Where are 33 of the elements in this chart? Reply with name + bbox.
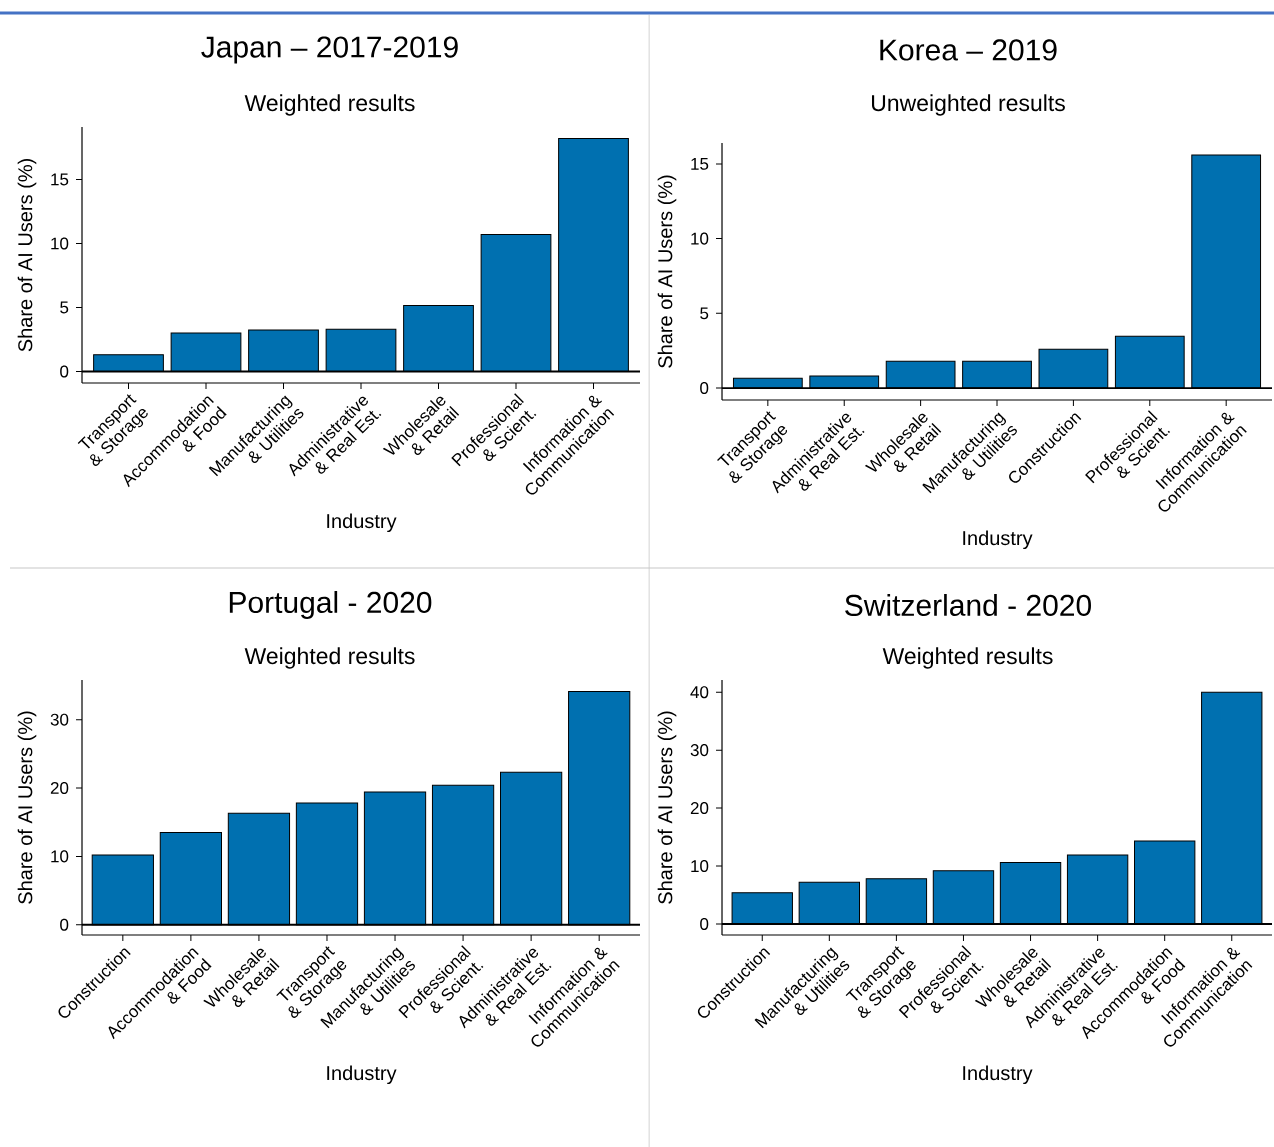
y-tick-label: 30 [690,744,709,757]
y-tick-label: 15 [691,157,709,170]
chart-title: Japan – 2017-2019 [201,36,458,64]
y-tick-label: 20 [690,802,709,815]
y-tick-label: 10 [51,850,69,863]
y-tick-label: 0 [700,382,709,395]
chart-subtitle: Unweighted results [872,94,1065,116]
y-tick-label: 20 [50,782,69,795]
y-tick-label: 0 [60,365,69,378]
x-axis-title: Industry [327,1065,397,1085]
y-tick-label: 10 [691,860,709,873]
x-axis-title: Industry [963,530,1033,550]
y-tick-label: 5 [60,301,69,314]
chart-title: Switzerland - 2020 [845,593,1091,616]
y-axis-title: Share of AI Users (%) [657,175,677,368]
chart-subtitle: Weighted results [882,647,1053,669]
x-axis-title: Industry [963,1065,1033,1085]
y-tick-label: 10 [51,237,69,250]
y-tick-label: 0 [60,918,69,931]
y-axis-title: Share of AI Users (%) [17,159,37,352]
y-tick-label: 5 [700,307,709,320]
y-tick-label: 10 [691,232,709,245]
y-axis-title: Share of AI Users (%) [17,711,37,904]
chart-subtitle: Weighted results [244,94,415,116]
y-tick-label: 15 [51,173,69,186]
chart-subtitle: Weighted results [244,647,415,669]
chart-title: Portugal - 2020 [229,591,432,619]
x-axis-title: Industry [327,513,397,533]
y-axis-title: Share of AI Users (%) [657,711,677,904]
y-tick-label: 40 [690,686,709,699]
y-tick-label: 0 [700,917,709,930]
chart-title: Korea – 2019 [880,39,1057,61]
y-tick-label: 30 [50,713,69,726]
